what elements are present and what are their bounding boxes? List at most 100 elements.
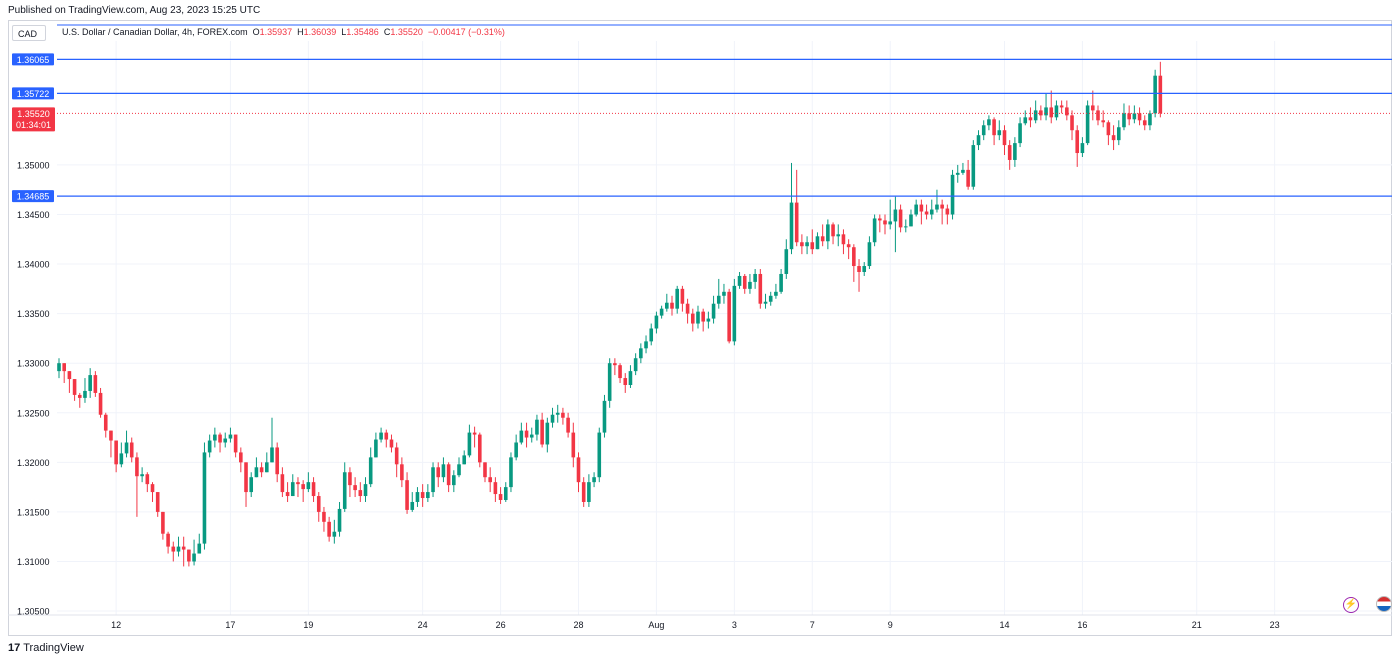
candle-body <box>363 484 368 497</box>
flag-icon[interactable] <box>1376 596 1392 612</box>
candle-body <box>628 371 633 386</box>
candle-body <box>472 432 477 435</box>
candle-body <box>254 467 259 478</box>
candle-body <box>119 453 124 465</box>
candle-body <box>353 485 357 491</box>
candle-body <box>239 452 243 463</box>
candle-body <box>259 467 264 473</box>
candle-body <box>88 375 92 391</box>
candle-body <box>488 477 492 483</box>
candle-body <box>358 490 363 497</box>
level-label-box <box>12 190 54 203</box>
candle-body <box>124 442 129 454</box>
candle-body <box>493 482 498 495</box>
candle-body <box>1049 107 1054 118</box>
candle-body <box>971 145 976 187</box>
x-tick-label: 23 <box>1270 620 1280 630</box>
candle-body <box>571 432 576 458</box>
candle-body <box>322 511 326 522</box>
candle-body <box>519 430 524 443</box>
candle-body <box>1106 122 1111 136</box>
level-label: 1.34685 <box>17 192 50 202</box>
candle-body <box>1007 145 1012 160</box>
candle-body <box>192 553 196 562</box>
candle-body <box>919 204 924 212</box>
level-label-box <box>12 53 54 66</box>
candle-body <box>550 414 555 423</box>
candle-body <box>1065 107 1069 116</box>
candle-body <box>77 394 82 398</box>
y-tick-label: 1.33000 <box>17 359 50 369</box>
candle-body <box>758 273 763 304</box>
candle-body <box>1044 107 1048 116</box>
candle-body <box>981 125 986 136</box>
candle-body <box>867 242 872 267</box>
y-tick-label: 1.31500 <box>17 507 50 517</box>
y-tick-label: 1.32000 <box>17 458 50 468</box>
candle-body <box>623 378 628 386</box>
candle-body <box>166 533 170 547</box>
candle-body <box>1059 105 1064 108</box>
currency-badge[interactable]: CAD <box>12 25 46 41</box>
x-tick-label: 3 <box>732 620 737 630</box>
candle-body <box>711 303 716 319</box>
candle-body <box>576 457 581 483</box>
candle-body <box>1111 135 1116 141</box>
candle-body <box>763 301 768 304</box>
candle-body <box>659 308 664 316</box>
candle-body <box>566 417 570 433</box>
candle-body <box>72 379 77 395</box>
candle-body <box>753 273 757 282</box>
candle-body <box>223 438 228 443</box>
candle-body <box>98 392 103 415</box>
open-value: 1.35937 <box>259 27 293 37</box>
candle-body <box>342 472 347 509</box>
close-value: 1.35520 <box>390 27 423 37</box>
candle-body <box>732 285 737 342</box>
candle-body <box>62 363 66 372</box>
y-tick-label: 1.35000 <box>17 160 50 170</box>
candle-body <box>150 484 155 493</box>
tradingview-logo[interactable]: 17 TradingView <box>8 642 84 654</box>
candle-body <box>955 172 960 175</box>
tradingview-logo-text: TradingView <box>23 642 84 654</box>
candle-body <box>483 462 487 478</box>
candle-body <box>654 315 659 329</box>
candle-body <box>639 348 643 359</box>
y-tick-label: 1.31000 <box>17 557 50 567</box>
candle-body <box>587 482 591 502</box>
candle-body <box>207 440 212 453</box>
tradingview-mark-icon: 17 <box>8 642 21 654</box>
candle-body <box>696 311 700 324</box>
candle-body <box>1085 105 1090 144</box>
candle-body <box>410 501 415 510</box>
candle-body <box>836 234 841 237</box>
candle-body <box>815 236 820 250</box>
candle-body <box>976 135 981 146</box>
candle-body <box>1153 75 1157 114</box>
candle-body <box>903 226 908 228</box>
candle-body <box>244 462 248 493</box>
candle-body <box>524 430 529 438</box>
low-value: 1.35486 <box>346 27 379 37</box>
candle-body <box>794 202 799 243</box>
candle-body <box>57 363 61 372</box>
x-tick-label: 24 <box>418 620 428 630</box>
lightning-icon[interactable]: ⚡ <box>1343 597 1359 613</box>
candle-body <box>337 508 342 532</box>
candle-body <box>768 295 773 302</box>
candle-body <box>810 242 815 250</box>
candle-body <box>415 492 420 502</box>
candle-body <box>1028 117 1033 121</box>
candle-body <box>1080 143 1085 154</box>
candle-body <box>389 439 394 448</box>
candle-body <box>1127 113 1131 120</box>
candle-body <box>446 464 451 486</box>
level-label: 1.35722 <box>17 89 50 99</box>
candle-body <box>929 209 934 215</box>
candle-body <box>841 234 846 245</box>
candle-body <box>909 214 913 227</box>
symbol-name: U.S. Dollar / Canadian Dollar, 4h, FOREX… <box>62 27 248 37</box>
x-tick-label: 16 <box>1077 620 1087 630</box>
